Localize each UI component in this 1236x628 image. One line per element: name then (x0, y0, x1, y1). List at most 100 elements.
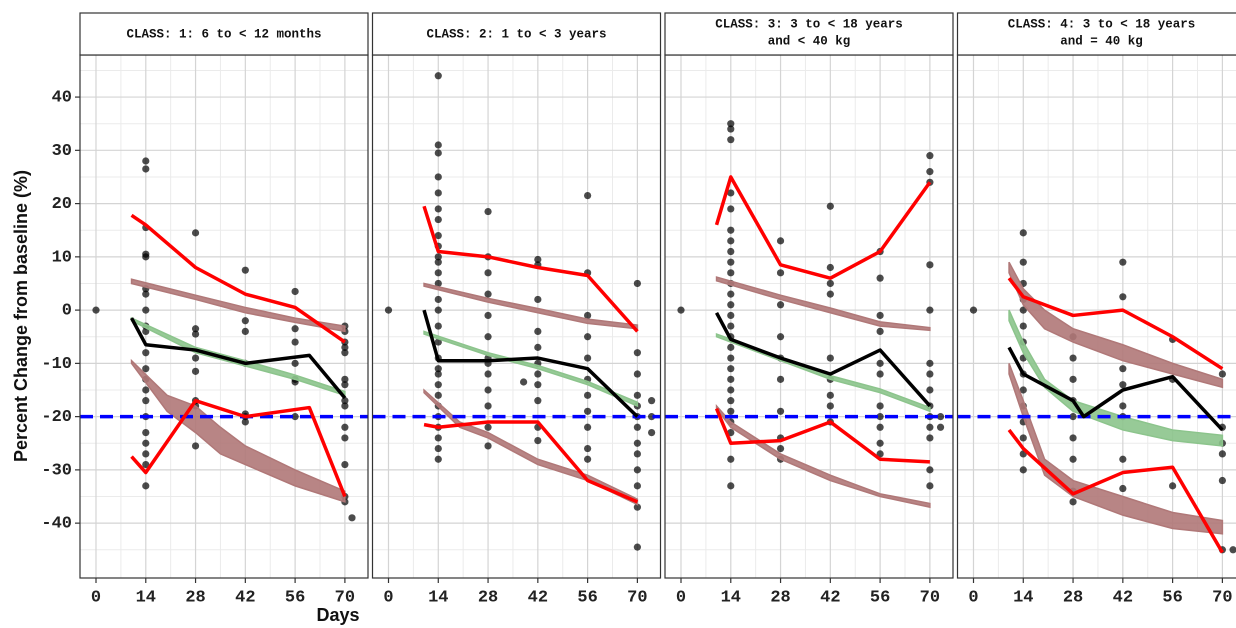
data-point (191, 330, 200, 338)
data-point (1019, 229, 1027, 237)
data-point (727, 258, 735, 266)
data-point (727, 247, 735, 256)
data-point (1069, 498, 1077, 506)
data-point (926, 466, 934, 474)
data-point (1019, 386, 1027, 394)
data-point (1019, 306, 1027, 314)
interval-band (423, 282, 639, 330)
data-point (142, 386, 150, 394)
data-point (826, 402, 834, 410)
data-point (1119, 365, 1127, 373)
data-point (727, 375, 735, 383)
data-point (434, 322, 442, 330)
x-tick-label: 0 (968, 588, 978, 607)
strip-background (664, 12, 954, 56)
y-tick-label: -40 (41, 515, 72, 534)
x-tick-label: 0 (383, 588, 393, 607)
data-point (534, 370, 542, 378)
data-point (1019, 322, 1027, 330)
data-point (727, 397, 735, 405)
data-point (191, 229, 200, 237)
data-point (341, 375, 349, 383)
data-point (534, 255, 542, 264)
data-point (1119, 381, 1127, 389)
data-point (727, 120, 735, 128)
data-point (534, 327, 542, 336)
data-point (434, 444, 442, 453)
x-tick-label: 28 (478, 588, 498, 607)
data-point (484, 333, 492, 341)
panel-background (80, 55, 368, 578)
x-tick-label: 42 (235, 588, 255, 607)
percentile-line (130, 398, 347, 498)
data-point (936, 413, 945, 421)
data-point (969, 306, 978, 314)
strip-background (79, 12, 369, 56)
data-point (776, 407, 785, 415)
data-point (826, 263, 834, 272)
x-tick-label: 14 (1013, 588, 1033, 607)
data-point (241, 317, 249, 325)
data-point (926, 168, 934, 176)
data-point (584, 333, 592, 341)
data-point (926, 386, 934, 394)
percentile-line (715, 311, 932, 408)
data-point (826, 354, 834, 362)
data-point (484, 402, 492, 410)
y-axis-title: Percent Change from baseline (%) (11, 170, 31, 462)
data-point (191, 442, 200, 450)
percentile-line (1007, 428, 1224, 554)
data-point (434, 370, 442, 378)
data-point (341, 381, 349, 389)
data-point (584, 423, 592, 431)
data-point (434, 258, 442, 266)
x-axis-title: Days (316, 605, 359, 625)
x-tick-label: 42 (528, 588, 548, 607)
data-point (926, 306, 934, 314)
data-point (341, 423, 349, 431)
x-tick-label: 70 (627, 588, 647, 607)
data-point (484, 386, 492, 394)
data-point (727, 311, 735, 320)
data-point (826, 391, 834, 399)
data-point (727, 189, 735, 197)
data-point (1019, 466, 1027, 474)
data-point (727, 237, 735, 245)
data-point (926, 359, 934, 367)
percentile-line (130, 213, 346, 344)
interval-band (130, 358, 346, 503)
data-point (727, 301, 735, 309)
data-point (142, 482, 150, 490)
x-tick-label: 56 (577, 588, 597, 607)
data-point (291, 413, 299, 421)
data-point (776, 375, 785, 383)
data-point (1169, 482, 1177, 490)
panel: CLASS: 1: 6 to < 12 months 0 14 28 42 56 70 -40… (41, 12, 369, 607)
data-point (727, 269, 735, 277)
data-point (926, 370, 934, 378)
data-point (584, 311, 592, 320)
data-point (926, 434, 934, 442)
x-tick-label: 56 (870, 588, 890, 607)
data-point (1119, 484, 1127, 493)
data-point (534, 343, 542, 351)
data-point (633, 466, 641, 474)
y-tick-label: -20 (41, 408, 72, 427)
data-point (727, 386, 735, 394)
data-point (584, 455, 592, 463)
data-point (1069, 455, 1077, 463)
data-point (876, 423, 884, 431)
data-point (484, 442, 492, 450)
interval-band (1008, 261, 1224, 389)
data-point (434, 141, 442, 149)
strip-background (371, 12, 662, 56)
data-point (434, 338, 442, 346)
data-point (434, 253, 442, 261)
data-point (727, 205, 735, 213)
y-tick-label: 0 (62, 302, 72, 321)
x-tick-label: 14 (428, 588, 448, 607)
data-point (291, 325, 299, 333)
data-point (434, 279, 442, 288)
x-tick-label: 0 (91, 588, 101, 607)
data-point (434, 205, 442, 213)
